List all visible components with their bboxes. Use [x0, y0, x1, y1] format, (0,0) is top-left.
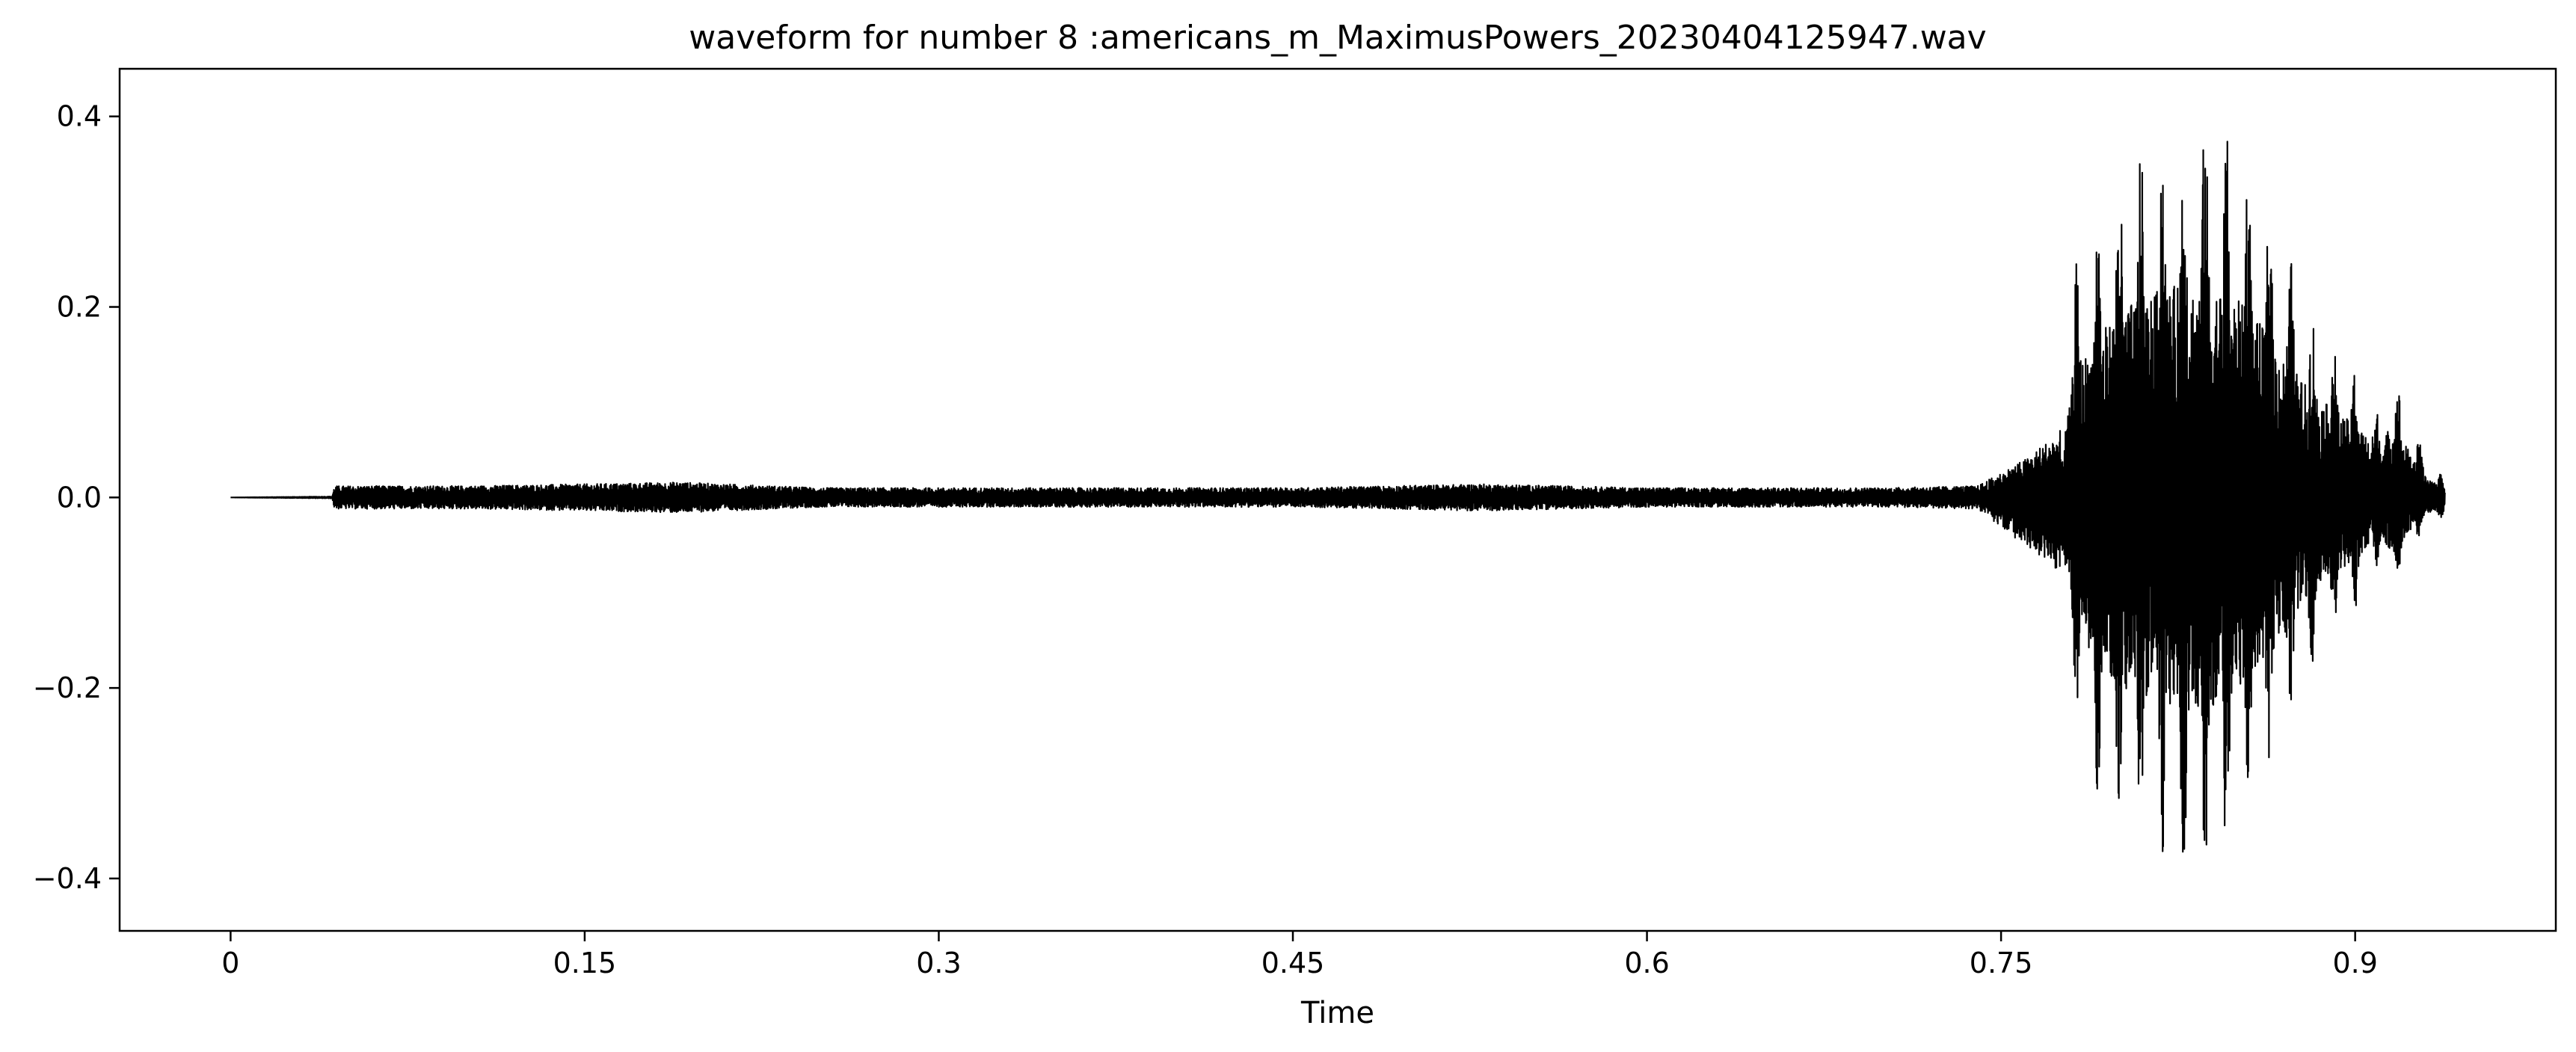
axes-frame	[118, 67, 2557, 932]
y-tick-label: 0.2	[57, 291, 102, 324]
x-tick-label: 0.3	[916, 947, 961, 979]
waveform-line	[230, 141, 2446, 853]
x-axis-label: Time	[1300, 996, 1374, 1030]
plot-area	[230, 141, 2446, 853]
y-tick-label: 0.0	[57, 481, 102, 514]
y-tick-label: −0.2	[33, 671, 102, 704]
x-tick-label: 0.15	[553, 947, 617, 979]
chart-title: waveform for number 8 :americans_m_Maxim…	[689, 19, 1986, 57]
x-axis-ticks: 0 0.15 0.3 0.45 0.6 0.75 0.9	[221, 931, 2378, 979]
x-tick-label: 0.75	[1970, 947, 2033, 979]
x-tick-label: 0.6	[1624, 947, 1669, 979]
y-tick-label: −0.4	[33, 862, 102, 895]
x-tick-label: 0.9	[2332, 947, 2377, 979]
y-tick-label: 0.4	[57, 100, 102, 133]
x-tick-label: 0.45	[1261, 947, 1325, 979]
x-tick-label: 0	[221, 947, 239, 979]
y-axis-ticks: 0.4 0.2 0.0 −0.2 −0.4	[33, 100, 120, 895]
